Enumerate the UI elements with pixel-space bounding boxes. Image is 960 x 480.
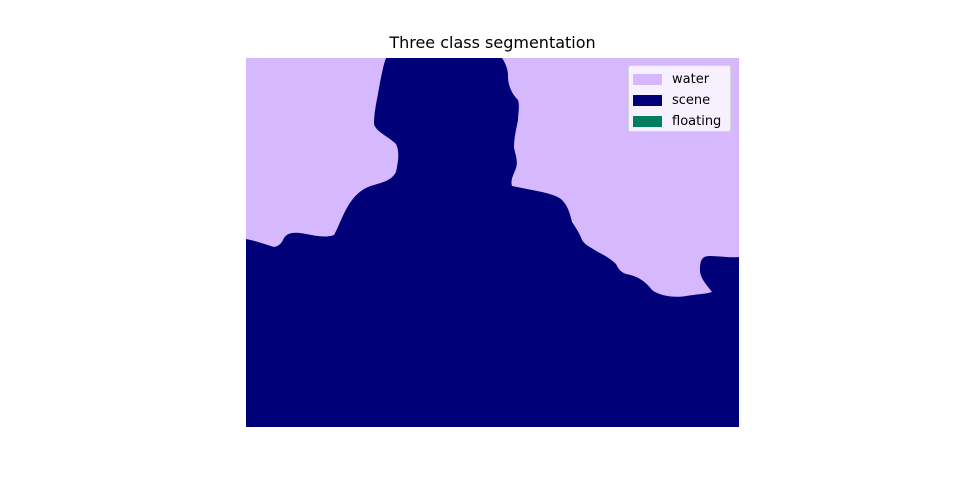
figure-title: Three class segmentation — [389, 33, 596, 52]
legend-swatch-water — [633, 74, 662, 85]
legend-label-water: water — [672, 71, 710, 87]
legend-entry-scene: scene — [633, 90, 726, 111]
legend-label-floating: floating — [672, 113, 722, 129]
scene-region — [246, 58, 739, 427]
legend-entry-water: water — [633, 69, 726, 90]
legend-swatch-floating — [633, 116, 662, 127]
legend-swatch-scene — [633, 95, 662, 106]
legend-entry-floating: floating — [633, 111, 726, 132]
legend: water scene floating — [628, 65, 731, 132]
legend-label-scene: scene — [672, 92, 711, 108]
